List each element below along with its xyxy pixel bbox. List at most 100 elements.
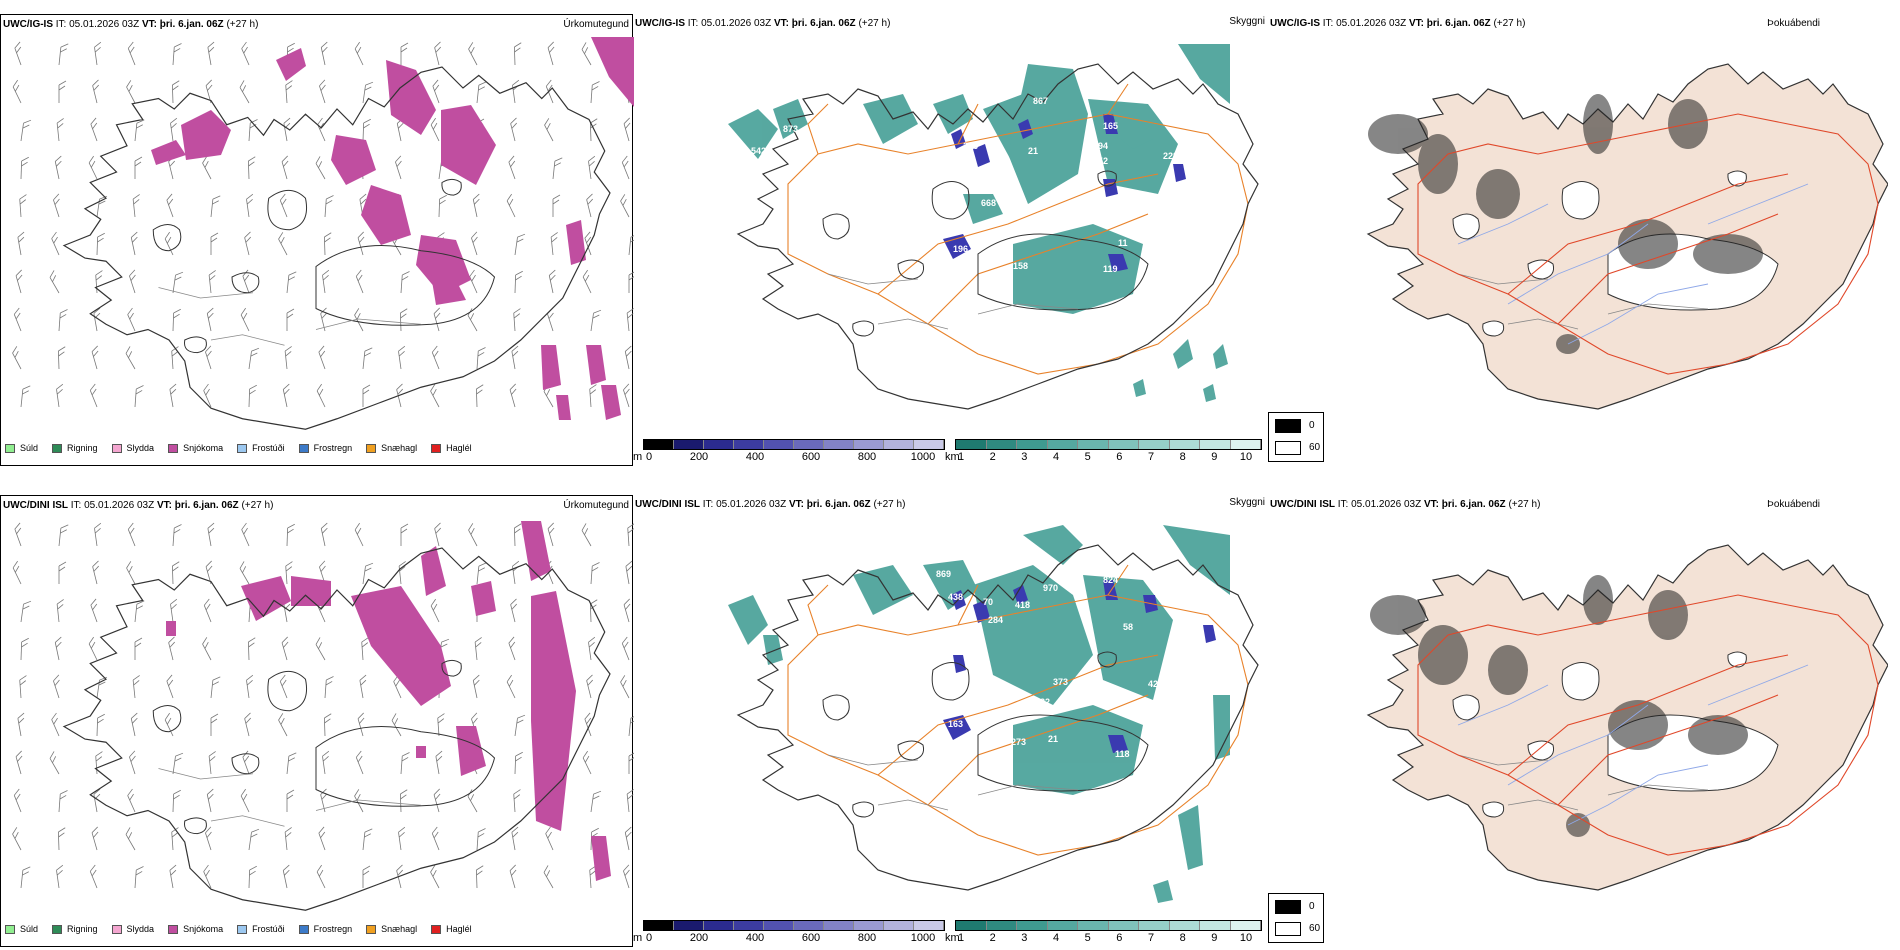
panel-header: UWC/DINI ISL IT: 05.01.2026 03Z VT: þri.… — [1270, 499, 1541, 510]
cloud-base-label: 867 — [1033, 96, 1048, 106]
visibility-areas — [728, 44, 1230, 402]
fog-panel-bottom: UWC/DINI ISL IT: 05.01.2026 03Z VT: þri.… — [1268, 495, 1900, 947]
legend-item: Snjókoma — [168, 924, 223, 934]
colorbar-tick: 6 — [1116, 451, 1123, 463]
precip-map-bottom — [12, 521, 634, 911]
colorbar-tick: 4 — [1052, 932, 1060, 944]
colorbar-tick: 2 — [989, 932, 996, 944]
fog-map-top — [1366, 63, 1888, 410]
colorbar-tick: 400 — [745, 932, 765, 944]
colorbar-tick: 7 — [1147, 451, 1155, 463]
cloud-base-label: 475 — [1173, 640, 1188, 650]
cloud-base-label: 11 — [1118, 238, 1128, 248]
legend-item: Haglél — [431, 443, 472, 453]
cloud-base-label: 21 — [1048, 734, 1058, 744]
road-network — [1417, 113, 1879, 375]
iceland-outline — [736, 544, 1259, 891]
colorbar-tick: 1 — [957, 451, 965, 463]
legend-item: Rigning — [52, 924, 98, 934]
precip-areas — [166, 521, 611, 881]
cloud-base-label: 668 — [981, 198, 996, 208]
cloud-base-label: 822 — [1035, 697, 1050, 707]
cloud-base-label: 264 — [985, 166, 1000, 176]
cloud-base-label: 286 — [963, 141, 978, 151]
cloud-base-label: 418 — [1015, 600, 1030, 610]
ceiling-colorbar: m 0 200 400 600 800 1000 — [633, 439, 945, 467]
cloud-base-label: 119 — [1103, 264, 1118, 274]
colorbar-tick: 0 — [645, 932, 653, 944]
legend-item: Rigning — [52, 443, 98, 453]
colorbar-tick: 0 — [645, 451, 653, 463]
cloud-base-label: 21 — [1028, 146, 1038, 156]
colorbar-tick: 5 — [1084, 932, 1091, 944]
legend-item: Frostregn — [298, 924, 352, 934]
fog-map-bottom — [1366, 544, 1888, 891]
cloud-base-label: 873 — [783, 124, 798, 134]
precip-areas — [151, 37, 634, 420]
legend-item: Snæhagl — [366, 443, 417, 453]
cloud-base-label: 42 — [1148, 679, 1158, 689]
colorbar-tick: 7 — [1147, 932, 1155, 944]
cloud-base-label: 494 — [1093, 141, 1108, 151]
visibility-panel-top: 873 542 867 165 494 452 228 286 21 264 270 465 668 17… — [633, 14, 1268, 466]
cloud-base-label: 158 — [1013, 261, 1028, 271]
rivers — [1457, 664, 1809, 826]
colorbar-tick: 6 — [1116, 932, 1123, 944]
legend-item: Súld — [5, 443, 38, 453]
colorbar-cells — [955, 439, 1262, 450]
cloud-base-label: 163 — [948, 719, 963, 729]
colorbar-tick: 2 — [989, 451, 996, 463]
colorbar-cells — [955, 920, 1262, 931]
fog-panel-top: UWC/IG-IS IT: 05.01.2026 03Z VT: þri. 6.… — [1268, 14, 1900, 466]
cloud-base-label: 542 — [751, 146, 766, 156]
rivers — [1457, 183, 1809, 345]
iceland-outline — [736, 63, 1259, 410]
colorbar-tick: 9 — [1211, 451, 1218, 463]
fog-areas — [1368, 94, 1763, 354]
legend-item: Frostregn — [298, 443, 352, 453]
panel-header: UWC/IG-IS IT: 05.01.2026 03Z VT: þri. 6.… — [635, 18, 891, 29]
colorbar-tick: 200 — [689, 932, 709, 944]
road-network — [787, 83, 1249, 375]
product-title: Skyggni — [1229, 16, 1265, 27]
colorbar-tick: 10 — [1239, 932, 1253, 944]
cloud-base-label: 270 — [1000, 179, 1015, 189]
legend-item: Frostúði — [237, 924, 285, 934]
colorbar-tick: 3 — [1021, 451, 1028, 463]
cloud-base-label: 284 — [988, 615, 1003, 625]
colorbar-cells — [643, 920, 945, 931]
cloud-base-label: 165 — [1103, 121, 1118, 131]
legend-item: Snæhagl — [366, 924, 417, 934]
cloud-base-label: 970 — [1043, 583, 1058, 593]
colorbar-tick: 4 — [1052, 451, 1060, 463]
panel-header: UWC/DINI ISL IT: 05.01.2026 03Z VT: þri.… — [3, 500, 274, 511]
cloud-base-label: 373 — [1053, 677, 1068, 687]
cloud-base-label: 177 — [1053, 206, 1068, 216]
cloud-base-label: 273 — [1011, 737, 1026, 747]
product-title: Úrkomutegund — [563, 19, 629, 30]
fog-key: 0 60 — [1268, 412, 1324, 462]
visibility-colorbar: km 1 2 3 4 5 6 7 8 9 10 — [945, 439, 1265, 467]
fog-areas — [1370, 575, 1748, 837]
cloud-base-label: 196 — [953, 244, 968, 254]
precip-type-panel-top: UWC/IG-IS IT: 05.01.2026 03Z VT: þri. 6.… — [0, 14, 634, 466]
colorbar-tick: 5 — [1084, 451, 1091, 463]
cloud-base-label: 452 — [1093, 156, 1108, 166]
product-title: Skyggni — [1229, 497, 1265, 508]
legend-item: Slydda — [111, 924, 154, 934]
cloud-base-label: 357 — [1169, 677, 1184, 687]
cloud-base-label: 465 — [978, 186, 993, 196]
low-cloud-areas — [943, 114, 1186, 272]
fog-key: 0 60 — [1268, 893, 1324, 943]
colorbar-tick: 8 — [1179, 932, 1186, 944]
colorbar-tick: 200 — [689, 451, 709, 463]
road-network — [1417, 594, 1879, 856]
colorbar-tick: 800 — [857, 451, 877, 463]
cloud-base-label: 346 — [1175, 660, 1190, 670]
visibility-colorbar: km 1 2 3 4 5 6 7 8 9 10 — [945, 920, 1265, 948]
cloud-base-label: 148 — [1036, 211, 1051, 221]
colorbar-tick: 1000 — [910, 932, 936, 944]
colorbar-tick: 1 — [957, 932, 965, 944]
